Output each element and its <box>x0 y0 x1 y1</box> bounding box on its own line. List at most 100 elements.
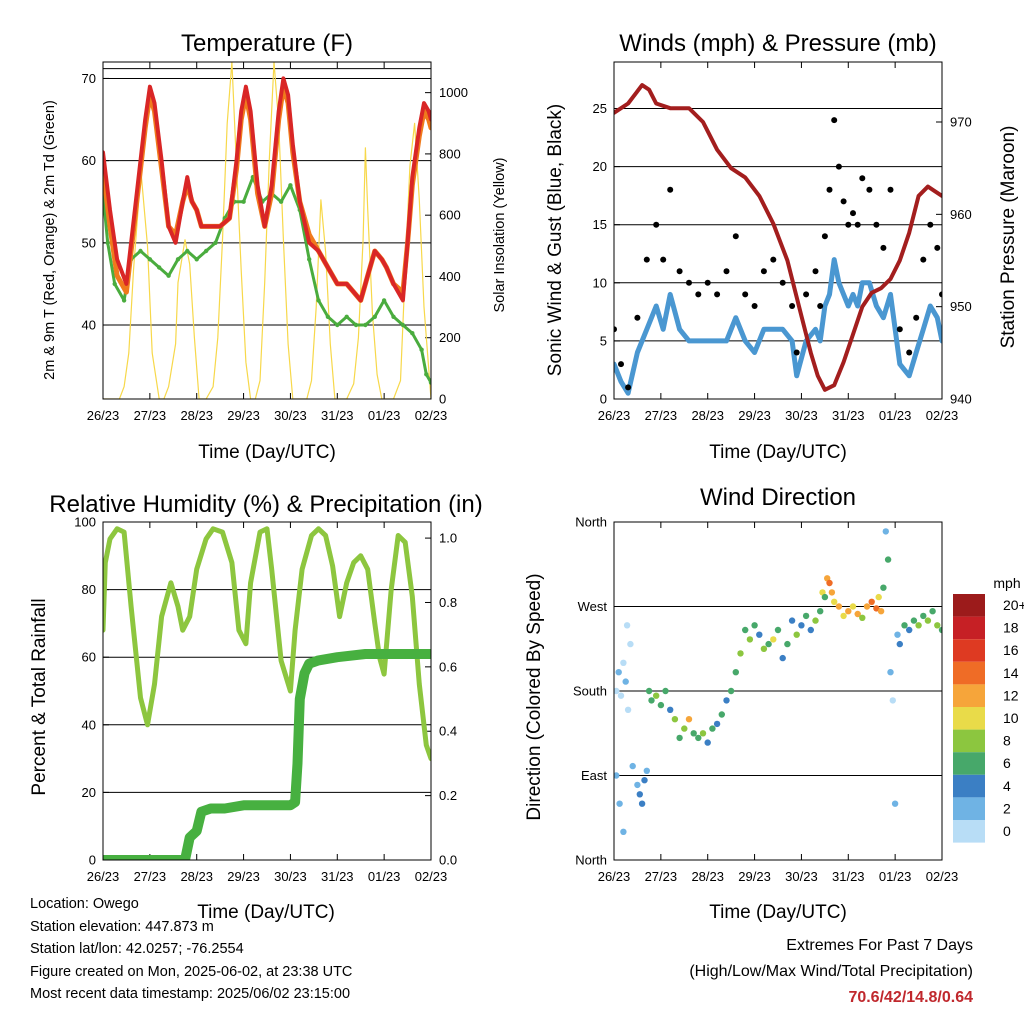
rh-precip-title: Relative Humidity (%) & Precipitation (i… <box>49 491 482 518</box>
direction-point <box>681 725 688 732</box>
x-tick-label: 27/23 <box>645 869 678 884</box>
direction-point <box>826 579 833 587</box>
colorbar-label: 2 <box>1003 800 1011 816</box>
temperature-title: Temperature (F) <box>181 30 353 57</box>
colorbar-swatch <box>953 661 985 685</box>
x-tick-label: 29/23 <box>227 869 260 884</box>
gust-point <box>880 244 887 251</box>
dewpoint-point <box>213 240 218 245</box>
x-tick-label: 26/23 <box>87 869 120 884</box>
y2-tick-label: 0 <box>439 392 446 407</box>
x-tick-label: 30/23 <box>274 869 307 884</box>
recent-data-text: Most recent data timestamp: 2025/06/02 2… <box>30 986 351 1002</box>
direction-point <box>648 697 655 704</box>
gust-point <box>821 233 828 240</box>
direction-point <box>638 800 646 807</box>
colorbar-swatch <box>953 594 985 617</box>
gust-point <box>826 186 833 193</box>
x-tick-label: 02/23 <box>926 408 959 423</box>
direction-point <box>645 687 653 695</box>
gust-point <box>854 221 861 228</box>
winds-pressure-panel: 0 5 10 15 20 25 940 950 960 970 26/23 27/23 28/23 29/… <box>593 61 972 423</box>
gust-point <box>643 256 650 263</box>
direction-point <box>751 622 758 629</box>
gust-point <box>845 221 852 228</box>
y-tick-label: 60 <box>82 153 96 168</box>
extremes-box: Extremes For Past 7 Days (High/Low/Max W… <box>689 933 973 1011</box>
colorbar-label: 6 <box>1003 755 1011 771</box>
colorbar-label: 18 <box>1003 620 1019 636</box>
colorbar-label: 8 <box>1003 733 1011 749</box>
direction-point <box>695 734 702 742</box>
y-tick-label: West <box>578 599 608 614</box>
latlon-text: Station lat/lon: 42.0257; -76.2554 <box>30 941 244 957</box>
x-tick-label: 27/23 <box>134 869 167 884</box>
direction-point <box>723 697 730 704</box>
x-tick-label: 26/23 <box>598 408 631 423</box>
dewpoint-point <box>419 347 424 352</box>
dewpoint-point <box>316 298 321 303</box>
y2-tick-label: 0.8 <box>439 595 457 610</box>
y2-tick-label: 0.0 <box>439 853 457 868</box>
direction-point <box>817 608 824 615</box>
y2-tick-label: 200 <box>439 330 461 345</box>
direction-point <box>657 701 665 709</box>
direction-point <box>713 720 721 728</box>
direction-point <box>896 640 903 648</box>
temperature-y2label: Solar Insolation (Yellow) <box>492 157 508 312</box>
direction-point <box>845 608 852 615</box>
colorbar-label: 14 <box>1003 665 1019 681</box>
extremes-subtitle: (High/Low/Max Wind/Total Precipitation) <box>689 963 973 980</box>
x-tick-label: 29/23 <box>738 869 771 884</box>
direction-point <box>704 739 711 746</box>
gust-point <box>840 198 847 205</box>
direction-point <box>819 589 826 596</box>
direction-point <box>624 706 632 713</box>
plot-area <box>103 526 431 860</box>
x-tick-label: 01/23 <box>879 869 912 884</box>
colorbar-swatch <box>953 820 985 843</box>
x-tick-label: 02/23 <box>926 869 959 884</box>
dewpoint-point <box>428 380 431 385</box>
dewpoint-point <box>307 257 312 262</box>
gust-point <box>714 291 721 298</box>
y2-tick-label: 940 <box>950 392 972 407</box>
direction-point <box>793 631 800 638</box>
x-tick-label: 02/23 <box>415 869 448 884</box>
extremes-values: 70.6/42/14.8/0.64 <box>848 989 973 1006</box>
gust-point <box>817 303 824 309</box>
y2-tick-label: 400 <box>439 269 461 284</box>
direction-point <box>699 730 707 737</box>
y-tick-label: 0 <box>89 853 96 868</box>
direction-point <box>732 669 739 676</box>
winds-y2label: Station Pressure (Maroon) <box>998 126 1019 349</box>
gust-point <box>896 326 903 333</box>
y2-tick-label: 0.4 <box>439 724 457 739</box>
direction-point <box>889 697 896 704</box>
y-tick-label: 60 <box>82 650 96 665</box>
direction-point <box>854 610 861 618</box>
rh-line <box>103 526 431 762</box>
direction-point <box>615 669 622 676</box>
direction-point <box>667 706 674 713</box>
direction-point <box>676 734 683 742</box>
gust-point <box>831 117 838 124</box>
direction-point <box>873 605 880 612</box>
direction-point <box>880 584 887 591</box>
dewpoint-point <box>344 314 349 319</box>
gust-point <box>618 361 624 368</box>
winds-xlabel: Time (Day/UTC) <box>709 442 847 463</box>
gust-point <box>760 268 767 275</box>
direction-point <box>802 612 810 620</box>
x-tick-label: 02/23 <box>415 408 448 423</box>
winds-title: Winds (mph) & Pressure (mb) <box>619 30 936 57</box>
direction-point <box>812 617 819 624</box>
direction-point <box>934 622 941 629</box>
direction-point <box>709 725 716 732</box>
x-tick-label: 26/23 <box>87 408 120 423</box>
dewpoint-point <box>112 281 117 287</box>
gust-point <box>920 256 927 263</box>
direction-point <box>718 711 725 718</box>
